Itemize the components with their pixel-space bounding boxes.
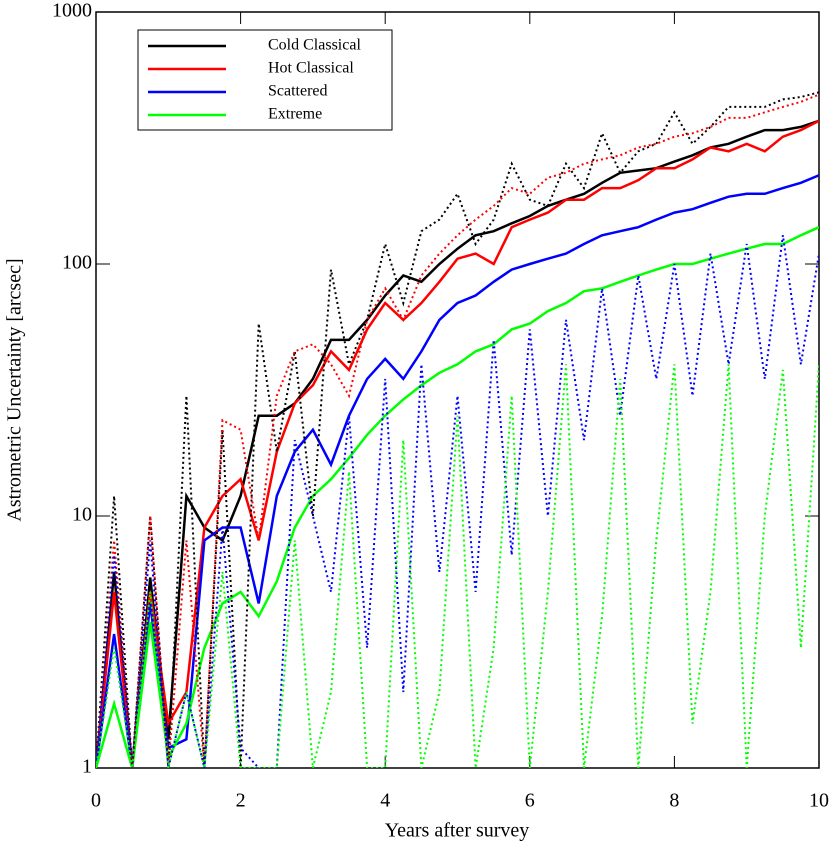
y-tick-label: 10 [72, 504, 92, 526]
legend: Cold Classical Hot Classical Scattered Extr… [148, 37, 361, 123]
y-axis-label: Astrometric Uncertainty [arcsec] [4, 258, 26, 521]
series-line [96, 174, 819, 768]
legend-label: Extreme [268, 106, 322, 123]
x-tick-label: 4 [380, 790, 390, 812]
series-line [96, 226, 819, 768]
x-tick-label: 2 [236, 790, 246, 812]
series-line [96, 119, 819, 768]
x-tick-label: 10 [809, 790, 829, 812]
series-line [96, 91, 819, 768]
legend-label: Cold Classical [268, 37, 361, 54]
legend-label: Hot Classical [268, 60, 354, 77]
plot-frame [95, 11, 820, 769]
series-line [96, 235, 819, 768]
y-tick-label: 1 [82, 756, 92, 778]
x-tick-label: 6 [525, 790, 535, 812]
x-axis-label: Years after survey [385, 820, 530, 842]
series-line [96, 93, 819, 768]
legend-label: Scattered [268, 83, 328, 100]
y-tick-label: 100 [62, 252, 92, 274]
series-line [96, 119, 819, 768]
series-line [96, 364, 819, 768]
x-tick-label: 0 [91, 790, 101, 812]
x-tick-label: 8 [669, 790, 679, 812]
y-tick-label: 1000 [52, 0, 92, 22]
